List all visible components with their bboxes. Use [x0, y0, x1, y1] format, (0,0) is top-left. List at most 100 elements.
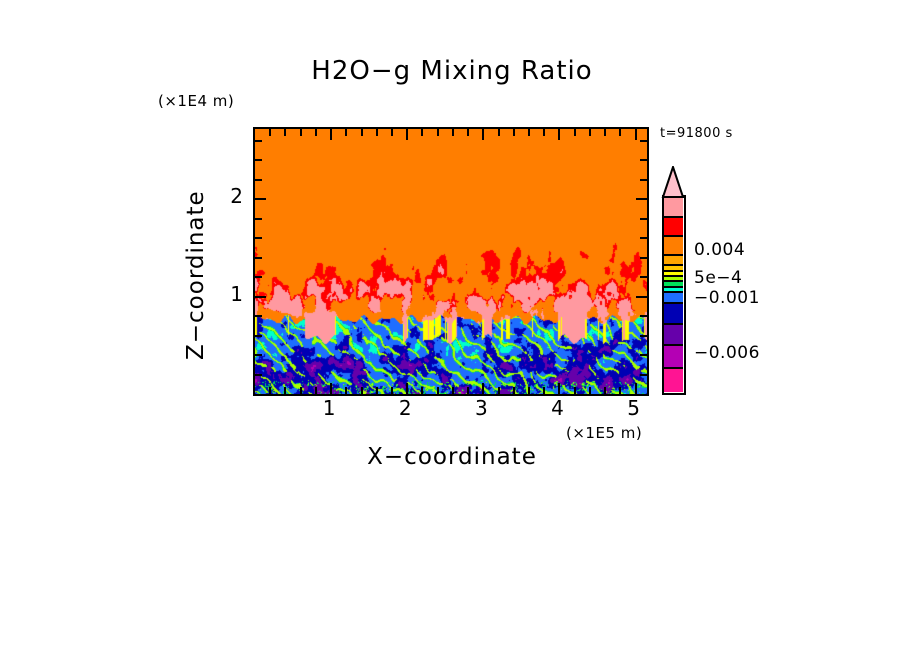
x-tick-top: [482, 129, 485, 140]
colorbar-separator: [663, 285, 683, 288]
colorbar-separator: [663, 323, 683, 326]
x-tick: [482, 383, 485, 394]
x-tick: [558, 383, 561, 394]
colorbar-band: [663, 216, 683, 237]
x-tick-top: [406, 129, 409, 140]
x-tick-top: [269, 129, 272, 136]
colorbar-band: [663, 292, 683, 303]
y-tick-right: [640, 237, 647, 240]
colorbar-band: [663, 344, 683, 368]
x-tick-top: [588, 129, 591, 136]
x-tick-top: [284, 129, 287, 136]
x-tick: [406, 383, 409, 394]
colorbar-arrow-icon: [661, 166, 685, 198]
x-tick: [391, 387, 393, 394]
page-title: H2O−g Mixing Ratio: [311, 56, 593, 86]
y-axis-title: Z−coordinate: [183, 190, 209, 360]
x-tick: [588, 387, 591, 394]
time-annotation: t=91800 s: [660, 126, 733, 141]
x-tick-top: [330, 129, 333, 140]
y-tick: [255, 334, 262, 337]
x-tick: [528, 387, 531, 394]
colorbar-separator: [663, 291, 683, 294]
colorbar-separator: [663, 366, 683, 369]
x-tick-top: [345, 129, 348, 136]
contour-plot-area: [253, 127, 649, 396]
y-tick: [255, 139, 262, 142]
x-tick: [345, 387, 348, 394]
x-tick: [512, 387, 515, 394]
y-tick-right: [640, 354, 647, 357]
x-tick-label: 4: [551, 396, 564, 420]
y-tick: [255, 237, 262, 240]
colorbar-separator: [663, 215, 683, 218]
x-tick: [634, 383, 637, 394]
y-tick-label: 1: [230, 281, 243, 306]
colorbar-label: −0.001: [694, 288, 760, 308]
y-tick: [255, 198, 266, 201]
colorbar-band: [663, 286, 683, 293]
x-tick-top: [573, 129, 576, 136]
x-tick: [573, 387, 576, 394]
x-tick-top: [436, 129, 439, 136]
colorbar-separator: [663, 280, 683, 283]
colorbar-band: [663, 367, 683, 392]
x-tick-top: [558, 129, 561, 140]
x-tick-top: [421, 129, 424, 136]
colorbar-separator: [663, 343, 683, 346]
x-tick-top: [391, 129, 393, 136]
y-tick-right: [640, 178, 647, 181]
y-tick-right: [640, 315, 647, 318]
x-tick: [299, 387, 302, 394]
y-tick-right: [640, 276, 647, 279]
x-axis-title: X−coordinate: [367, 444, 537, 470]
x-tick-label: 1: [322, 396, 336, 420]
x-tick: [543, 387, 546, 394]
x-tick: [360, 387, 363, 394]
colorbar-band: [663, 236, 683, 255]
colorbar-band: [663, 302, 683, 325]
colorbar-label: −0.006: [694, 343, 760, 363]
x-tick: [497, 387, 500, 394]
x-tick-top: [604, 129, 607, 136]
contour-field: [255, 129, 647, 394]
y-tick-right: [640, 334, 647, 337]
y-tick-right: [640, 217, 647, 220]
x-tick: [421, 387, 424, 394]
x-tick-top: [619, 129, 622, 136]
colorbar-band: [663, 324, 683, 345]
y-tick: [255, 315, 262, 318]
colorbar-band: [663, 264, 683, 272]
colorbar-label: 5e−4: [694, 268, 743, 288]
y-tick: [255, 295, 266, 298]
x-tick: [619, 387, 622, 394]
y-tick-right: [636, 295, 647, 298]
x-tick-top: [512, 129, 515, 136]
colorbar-separator: [663, 275, 683, 278]
y-tick-right: [636, 198, 647, 201]
x-tick: [375, 387, 378, 394]
x-tick: [284, 387, 287, 394]
y-tick: [255, 373, 262, 376]
y-tick: [255, 178, 262, 181]
x-tick: [314, 387, 317, 394]
x-tick: [604, 387, 607, 394]
y-axis-unit-label: (×1E4 m): [158, 92, 235, 110]
x-tick: [330, 383, 333, 394]
x-tick-label: 3: [474, 396, 488, 420]
x-tick-label: 2: [398, 396, 412, 420]
x-tick-label: 5: [627, 396, 640, 420]
colorbar-separator: [663, 253, 683, 256]
x-tick-top: [299, 129, 302, 136]
y-tick: [255, 256, 262, 259]
x-tick-top: [543, 129, 546, 136]
x-tick: [467, 387, 470, 394]
x-tick-top: [314, 129, 317, 136]
y-tick-right: [640, 139, 647, 142]
x-tick: [436, 387, 439, 394]
colorbar-separator: [663, 235, 683, 238]
x-tick-top: [528, 129, 531, 136]
colorbar-band: [663, 276, 683, 282]
y-tick: [255, 159, 262, 162]
